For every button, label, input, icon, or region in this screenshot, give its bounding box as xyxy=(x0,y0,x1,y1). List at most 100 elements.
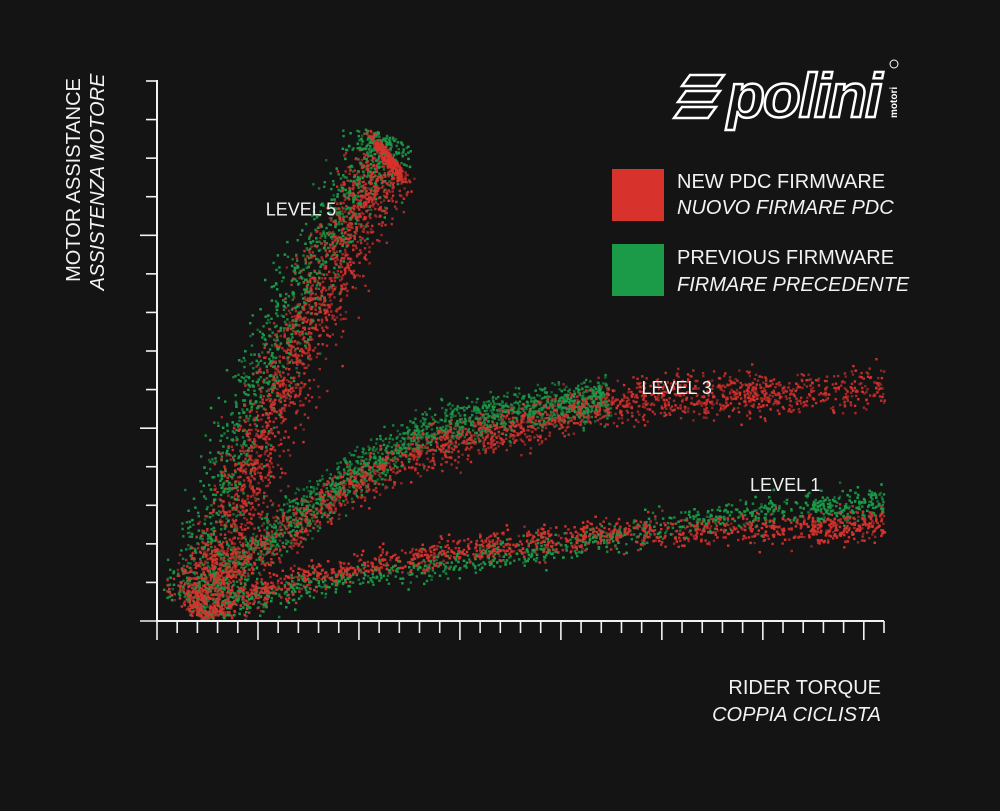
scatter-point xyxy=(413,429,416,432)
scatter-point xyxy=(602,382,605,385)
scatter-point xyxy=(169,576,172,579)
scatter-point xyxy=(302,495,306,498)
scatter-point xyxy=(247,419,250,423)
scatter-point xyxy=(540,408,544,412)
scatter-point xyxy=(503,425,506,428)
scatter-point xyxy=(407,437,410,440)
scatter-point xyxy=(326,253,329,257)
scatter-point xyxy=(415,426,419,429)
scatter-point xyxy=(421,443,424,446)
scatter-point xyxy=(559,403,563,406)
scatter-point xyxy=(262,334,265,337)
scatter-point xyxy=(226,597,229,600)
scatter-point xyxy=(415,441,418,445)
scatter-point xyxy=(306,524,309,527)
scatter-point xyxy=(476,397,479,401)
scatter-point xyxy=(320,263,323,266)
scatter-point xyxy=(274,325,277,329)
scatter-point xyxy=(433,436,436,440)
scatter-point xyxy=(464,419,468,423)
scatter-point xyxy=(218,510,221,513)
scatter-point xyxy=(347,473,350,476)
scatter-point xyxy=(558,399,561,403)
scatter-point xyxy=(362,170,365,173)
scatter-point xyxy=(261,332,264,336)
scatter-point xyxy=(542,420,546,423)
scatter-point xyxy=(399,440,402,443)
scatter-point xyxy=(475,401,478,404)
scatter-point xyxy=(325,487,328,490)
scatter-point xyxy=(215,586,218,589)
scatter-point xyxy=(538,408,541,411)
scatter-point xyxy=(467,427,470,431)
scatter-point xyxy=(369,208,373,212)
scatter-point xyxy=(410,439,413,443)
scatter-point xyxy=(554,400,557,403)
scatter-point xyxy=(375,438,379,441)
scatter-point xyxy=(243,391,246,394)
scatter-point xyxy=(445,409,448,412)
scatter-point xyxy=(395,144,398,148)
scatter-point xyxy=(270,285,273,289)
scatter-point xyxy=(282,327,286,330)
scatter-point xyxy=(323,185,326,188)
scatter-point xyxy=(374,181,377,185)
scatter-point xyxy=(450,416,453,419)
scatter-point xyxy=(434,433,438,436)
scatter-point xyxy=(322,259,325,263)
scatter-point xyxy=(289,520,293,523)
scatter-point xyxy=(485,406,489,409)
scatter-point xyxy=(211,476,214,479)
scatter-point xyxy=(225,517,228,520)
scatter-point xyxy=(584,378,588,382)
scatter-point xyxy=(302,297,305,300)
scatter-point xyxy=(319,495,322,499)
scatter-point xyxy=(600,394,604,397)
scatter-point xyxy=(315,297,318,300)
scatter-point xyxy=(305,486,309,489)
scatter-point xyxy=(242,376,246,380)
scatter-point xyxy=(238,482,241,485)
scatter-point xyxy=(247,417,251,420)
scatter-point xyxy=(499,422,503,425)
scatter-point xyxy=(217,513,220,516)
scatter-point xyxy=(259,376,262,379)
scatter-point xyxy=(276,376,279,379)
scatter-point xyxy=(551,406,554,410)
scatter-point xyxy=(275,308,279,312)
scatter-point xyxy=(506,395,509,398)
scatter-point xyxy=(392,153,395,157)
scatter-point xyxy=(260,404,263,408)
scatter-point xyxy=(234,394,237,397)
scatter-point xyxy=(449,407,452,410)
scatter-point xyxy=(295,367,298,370)
scatter-point xyxy=(593,399,596,402)
scatter-point xyxy=(235,580,239,583)
scatter-point xyxy=(226,541,229,545)
scatter-point xyxy=(226,429,229,433)
scatter-point xyxy=(552,418,555,421)
scatter-point xyxy=(270,540,273,544)
scatter-point xyxy=(236,550,240,554)
scatter-point xyxy=(599,399,602,403)
scatter-point xyxy=(471,429,475,432)
scatter-point xyxy=(361,194,364,198)
scatter-point xyxy=(318,306,321,309)
scatter-point xyxy=(277,522,280,525)
scatter-point xyxy=(206,515,209,518)
scatter-point xyxy=(439,428,442,432)
scatter-point xyxy=(402,443,406,446)
scatter-point xyxy=(214,493,217,497)
scatter-point xyxy=(182,535,185,538)
scatter-point xyxy=(473,409,476,413)
scatter-point xyxy=(335,167,338,170)
scatter-point xyxy=(293,534,297,537)
scatter-point xyxy=(382,477,385,481)
scatter-point xyxy=(330,232,333,235)
scatter-point xyxy=(583,396,587,400)
scatter-point xyxy=(376,152,379,155)
scatter-point xyxy=(315,509,318,512)
scatter-point xyxy=(172,570,176,573)
scatter-point xyxy=(488,415,491,418)
scatter-point xyxy=(607,415,611,418)
